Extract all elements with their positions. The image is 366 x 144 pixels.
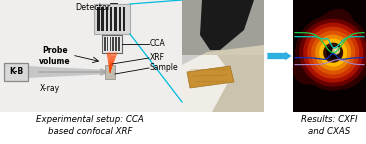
Circle shape	[299, 19, 366, 87]
Bar	[97, 7, 100, 31]
Bar	[0, 0, 182, 112]
Text: Sample: Sample	[150, 64, 179, 72]
Bar	[107, 37, 108, 51]
Circle shape	[303, 23, 363, 83]
Polygon shape	[200, 0, 254, 50]
Bar	[182, 0, 264, 55]
Text: Experimental setup: CCA
based confocal XRF: Experimental setup: CCA based confocal X…	[36, 115, 144, 136]
Bar	[101, 7, 104, 31]
Bar	[4, 63, 28, 81]
Circle shape	[307, 27, 359, 79]
Text: Results: CXFI
and CXAS: Results: CXFI and CXAS	[301, 115, 358, 136]
Text: XRF: XRF	[150, 54, 165, 62]
Circle shape	[319, 39, 347, 67]
Text: CCA: CCA	[150, 39, 166, 49]
Bar	[112, 37, 114, 51]
Circle shape	[334, 49, 338, 53]
Polygon shape	[105, 65, 115, 79]
Circle shape	[329, 49, 337, 57]
Bar	[119, 7, 121, 31]
Circle shape	[295, 15, 366, 91]
Circle shape	[323, 43, 343, 63]
Bar	[182, 0, 264, 112]
Bar	[114, 7, 117, 31]
Polygon shape	[293, 9, 366, 89]
Bar	[118, 37, 120, 51]
Bar	[104, 37, 105, 51]
Bar	[123, 7, 125, 31]
Circle shape	[315, 35, 351, 71]
Bar	[106, 7, 108, 31]
Circle shape	[332, 47, 340, 55]
Polygon shape	[182, 45, 264, 112]
Bar	[110, 7, 112, 31]
Bar	[293, 0, 366, 112]
Text: K-B: K-B	[9, 68, 23, 76]
Bar	[109, 37, 111, 51]
Circle shape	[326, 46, 340, 60]
Text: Detector: Detector	[75, 3, 110, 12]
Circle shape	[311, 31, 355, 75]
Text: Probe
volume: Probe volume	[39, 46, 71, 66]
Bar	[115, 37, 117, 51]
Bar	[94, 4, 130, 34]
Text: X-ray: X-ray	[40, 84, 60, 93]
Polygon shape	[187, 66, 234, 88]
Bar	[102, 35, 122, 53]
Polygon shape	[182, 55, 232, 112]
FancyArrow shape	[267, 51, 292, 61]
Polygon shape	[28, 66, 110, 78]
